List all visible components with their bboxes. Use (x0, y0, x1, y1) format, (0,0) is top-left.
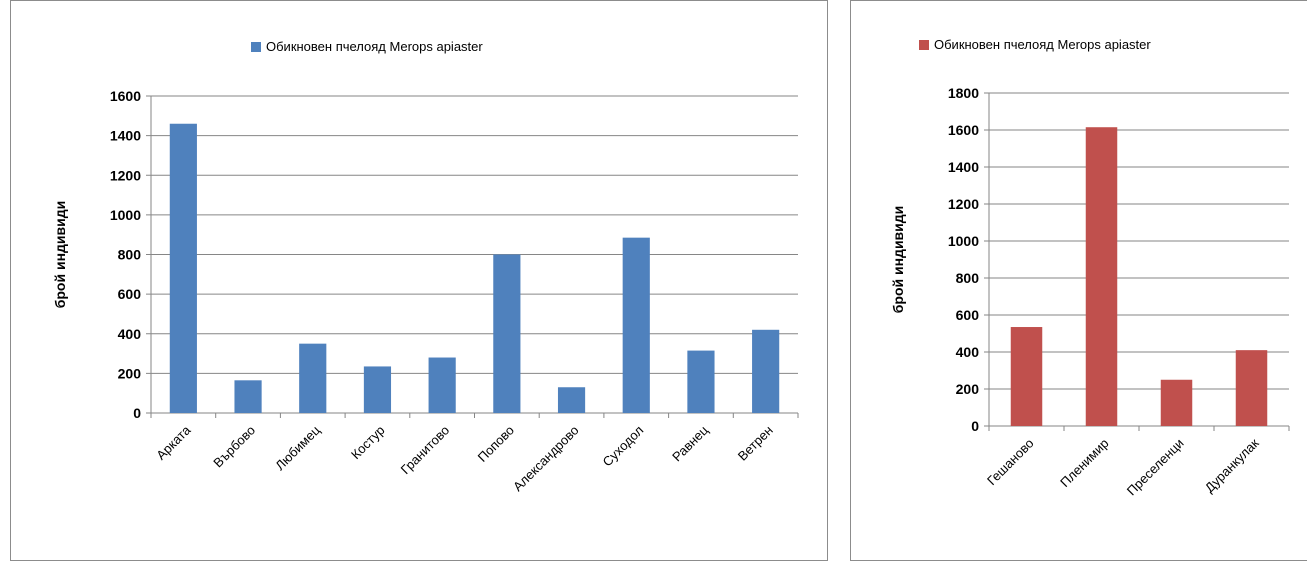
category-label: Ветрен (735, 423, 776, 464)
category-label: Преселенци (1124, 436, 1187, 499)
y-tick-label: 200 (118, 365, 142, 381)
bar-4 (363, 366, 392, 413)
y-tick-label: 1800 (948, 85, 979, 101)
legend-label: Обикновен пчелояд Merops apiaster (266, 39, 483, 54)
bar-9 (687, 350, 715, 413)
y-tick-label: 400 (956, 344, 980, 360)
bar-6 (493, 254, 521, 413)
y-axis-title: брой индивиди (890, 206, 906, 314)
bar-5 (428, 357, 456, 413)
legend-label: Обикновен пчелояд Merops apiaster (934, 37, 1151, 52)
y-tick-label: 1000 (110, 207, 141, 223)
chart-panel-right: Обикновен пчелояд Merops apiaster 0 200 400… (850, 0, 1307, 561)
bar-4 (1235, 350, 1268, 426)
bar-2 (234, 380, 262, 413)
category-label: Пленимир (1057, 436, 1111, 490)
y-tick-label: 1400 (948, 159, 979, 175)
chart-panel-left: Обикновен пчелояд Merops apiaster 0 200 400… (10, 0, 828, 561)
y-tick-label: 600 (956, 307, 980, 323)
category-label: Гешаново (984, 436, 1037, 489)
bar-10 (752, 329, 780, 413)
category-label: Любимец (272, 422, 323, 473)
category-label: Гранитово (398, 423, 453, 478)
y-tick-label: 800 (956, 270, 980, 286)
legend-swatch (251, 42, 261, 52)
bar-chart-right: Обикновен пчелояд Merops apiaster 0 200 400… (890, 37, 1290, 499)
y-axis-title: брой индивиди (52, 201, 68, 309)
y-tick-label: 1200 (948, 196, 979, 212)
bar-7 (557, 387, 586, 413)
category-label: Попово (475, 423, 517, 465)
y-tick-label: 1400 (110, 128, 141, 144)
y-tick-label: 600 (118, 286, 142, 302)
bar-8 (622, 237, 650, 413)
y-tick-label: 0 (133, 405, 141, 421)
bar-1 (169, 123, 197, 414)
category-label: Суходол (599, 423, 646, 470)
y-tick-label: 200 (956, 381, 980, 397)
category-label: Арката (153, 422, 194, 463)
bar-3 (299, 343, 327, 413)
y-tick-label: 1000 (948, 233, 979, 249)
category-label: Равнец (669, 422, 711, 464)
bar-1 (1010, 327, 1043, 426)
y-tick-label: 1200 (110, 167, 141, 183)
bar-chart-left: Обикновен пчелояд Merops apiaster 0 200 400… (52, 39, 799, 495)
category-label: Върбово (210, 423, 258, 471)
bar-2 (1085, 127, 1118, 426)
y-tick-label: 0 (971, 418, 979, 434)
y-tick-label: 400 (118, 326, 142, 342)
category-label: Александрово (510, 423, 582, 495)
bar-3 (1160, 379, 1193, 426)
category-label: Костур (348, 423, 388, 463)
y-tick-label: 1600 (948, 122, 979, 138)
y-tick-label: 1600 (110, 88, 141, 104)
category-label: Дуранкулак (1202, 435, 1262, 495)
y-tick-label: 800 (118, 247, 142, 263)
legend-swatch (919, 40, 929, 50)
